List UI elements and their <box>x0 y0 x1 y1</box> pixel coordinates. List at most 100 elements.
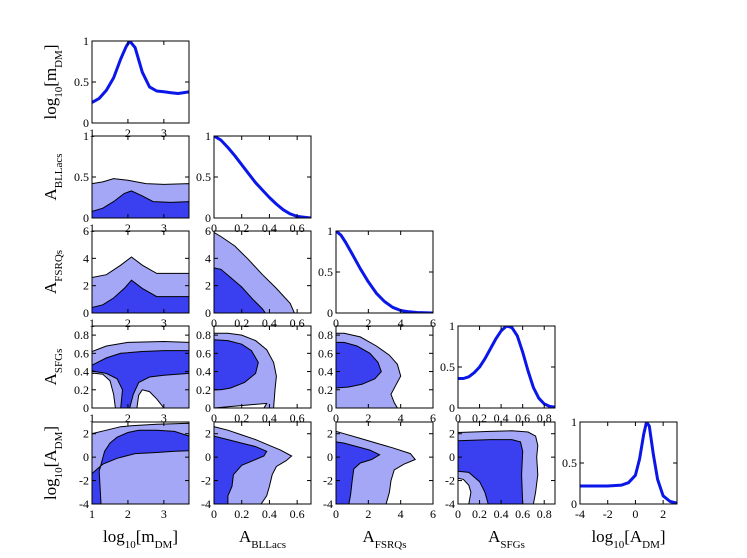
panel-frame <box>335 230 434 314</box>
x-axis-label-abll: ABLLacs <box>239 527 286 551</box>
x-tick-label: 1 <box>89 316 95 330</box>
panel-adm-abll: -4 -2 0 2 0 0.2 0.4 0.6 <box>201 421 312 521</box>
y-tick-label: 4 <box>205 251 211 265</box>
x-tick-label: 2 <box>125 221 131 235</box>
y-tick-label: -4 <box>201 497 211 511</box>
y-tick-label: 0 <box>83 211 89 225</box>
y-tick-label: 0 <box>205 306 211 320</box>
x-tick-label: 3 <box>161 411 167 425</box>
y-tick-label: 0.5 <box>318 265 333 279</box>
y-tick-label: 0 <box>449 450 455 464</box>
y-tick-label: 1 <box>83 129 89 143</box>
y-tick-label: 2 <box>83 279 89 293</box>
x-tick-label: 3 <box>161 221 167 235</box>
x-tick-label: 1 <box>89 221 95 235</box>
x-tick-label: 2 <box>660 507 666 521</box>
contour-68 <box>92 350 189 408</box>
panel-adm-mdm: -4 -2 0 2 1 2 3 <box>79 421 190 521</box>
panel-frame <box>91 135 190 219</box>
plot-area <box>580 422 677 504</box>
y-tick-label: 0 <box>83 450 89 464</box>
marginal-curve-afsrq <box>336 231 433 313</box>
x-tick-label: 0 <box>211 316 217 330</box>
x-tick-label: 0.4 <box>494 507 509 521</box>
x-tick-label: 0 <box>333 316 339 330</box>
y-tick-label: 0 <box>327 450 333 464</box>
marginal-curve-mdm <box>92 41 189 104</box>
y-tick-label: 0.5 <box>196 170 211 184</box>
plot-area <box>214 136 311 218</box>
panel-adm-asfg: -4 -2 0 2 0 0.2 0.4 0.6 0.8 <box>445 421 556 521</box>
marginal-curve-asfg <box>458 326 555 408</box>
y-tick-label: 0.8 <box>196 328 211 342</box>
x-tick-label: 0.6 <box>515 507 530 521</box>
contour-68 <box>92 429 189 504</box>
y-tick-label: 1 <box>205 129 211 143</box>
plot-area <box>336 231 433 313</box>
x-tick-label: -2 <box>603 507 613 521</box>
panel-frame <box>457 421 556 505</box>
panel-adm-afsrq: -4 -2 0 2 0 2 4 6 <box>323 421 436 521</box>
y-tick-label: 0.2 <box>318 383 333 397</box>
x-axis-label-adm: log10[ADM] <box>591 527 665 551</box>
y-axis-label-afsrq: AFSRQs <box>41 250 65 294</box>
y-tick-label: 2 <box>83 427 89 441</box>
y-tick-label: 0 <box>205 211 211 225</box>
x-tick-label: 0 <box>455 411 461 425</box>
y-tick-label: -2 <box>201 474 211 488</box>
y-tick-label: 0 <box>449 401 455 415</box>
plot-area <box>336 430 417 504</box>
y-tick-label: 0 <box>327 401 333 415</box>
panel-frame <box>91 40 190 124</box>
y-axis-label-adm: log10[ADM] <box>41 426 65 500</box>
y-tick-label: -4 <box>323 497 333 511</box>
x-tick-label: 2 <box>365 316 371 330</box>
x-tick-label: 6 <box>430 316 436 330</box>
contour-68 <box>92 190 189 218</box>
x-tick-label: 4 <box>398 316 404 330</box>
y-tick-label: 0.6 <box>74 346 89 360</box>
y-tick-label: 0.8 <box>318 328 333 342</box>
y-tick-label: 0.8 <box>74 328 89 342</box>
x-tick-label: 0 <box>211 507 217 521</box>
panel-afsrq-afsrq: 0 0.5 1 0 2 4 6 <box>318 224 436 330</box>
y-tick-label: 1 <box>571 415 577 429</box>
y-tick-label: 1 <box>83 34 89 48</box>
x-tick-label: 2 <box>125 507 131 521</box>
panel-mdm-mdm: 00.511 2 3 <box>74 34 190 140</box>
y-tick-label: 0.5 <box>440 360 455 374</box>
y-tick-label: 0 <box>83 401 89 415</box>
contour-68 <box>458 439 524 504</box>
panel-abll-mdm: 00.511 2 3 <box>74 129 190 235</box>
marginal-curve-adm <box>580 422 677 504</box>
x-tick-label: 3 <box>161 316 167 330</box>
x-tick-label: 6 <box>430 507 436 521</box>
x-tick-label: 0.2 <box>472 507 487 521</box>
y-tick-label: 1 <box>327 224 333 238</box>
y-tick-label: 2 <box>327 427 333 441</box>
x-tick-label: 1 <box>89 507 95 521</box>
x-tick-label: 1 <box>89 411 95 425</box>
x-tick-label: 1 <box>89 126 95 140</box>
plot-area <box>214 231 295 313</box>
y-tick-label: -4 <box>79 497 89 511</box>
panel-asfg-abll: 00.20.40.60.80 0.2 0.4 0.6 <box>196 325 312 425</box>
plot-area <box>92 340 189 408</box>
x-axis-label-asfg: ASFGs <box>488 527 525 551</box>
x-tick-label: 2 <box>125 411 131 425</box>
x-tick-label: 0 <box>333 507 339 521</box>
y-tick-label: 0.4 <box>318 365 333 379</box>
y-tick-label: 0.5 <box>74 75 89 89</box>
y-tick-label: 0 <box>327 306 333 320</box>
x-tick-label: 0 <box>632 507 638 521</box>
x-tick-label: 0 <box>211 411 217 425</box>
x-tick-label: 2 <box>125 126 131 140</box>
contour-68 <box>214 267 266 313</box>
panel-frame <box>213 325 312 409</box>
x-axis-label-mdm: log10[mDM] <box>103 527 178 551</box>
y-tick-label: 6 <box>83 224 89 238</box>
marginal-curve-abll <box>214 136 311 218</box>
y-tick-label: 0 <box>83 306 89 320</box>
y-tick-label: 0.4 <box>196 365 211 379</box>
